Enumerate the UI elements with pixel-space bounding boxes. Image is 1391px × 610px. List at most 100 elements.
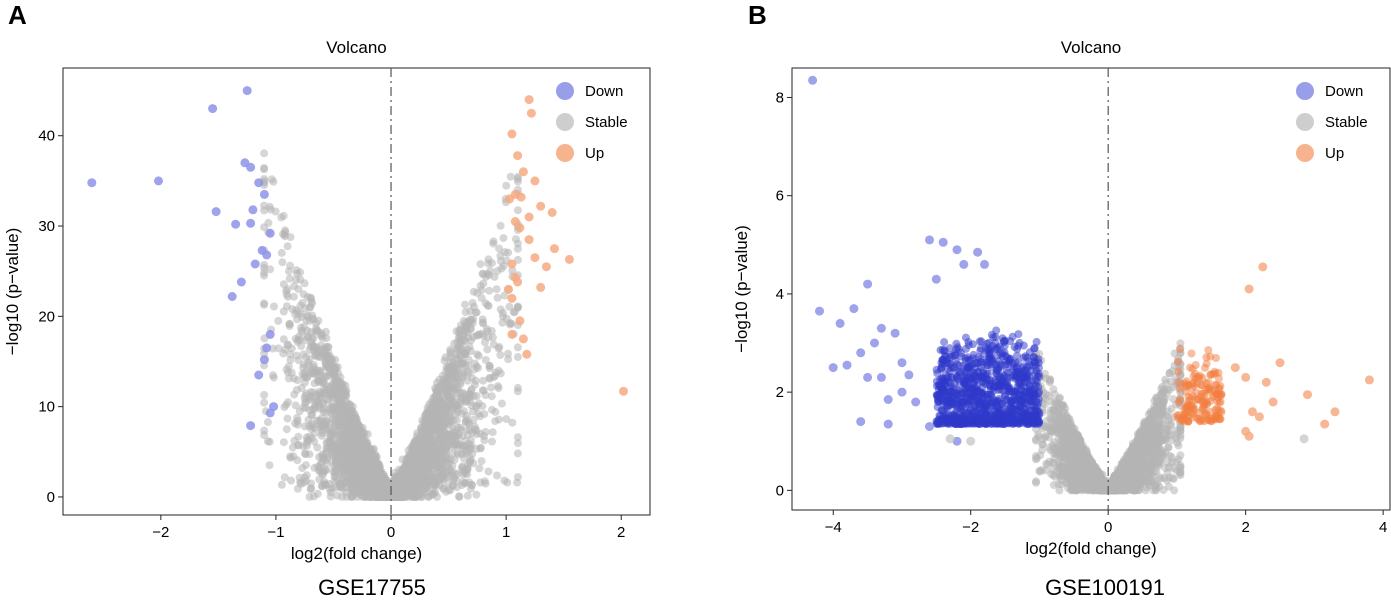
stable-point	[260, 268, 269, 277]
down-point	[231, 219, 241, 229]
stable-point	[274, 316, 283, 325]
stable-point	[464, 418, 473, 427]
stable-point	[282, 425, 291, 434]
stable-point	[279, 211, 288, 220]
stable-point	[498, 308, 507, 317]
stable-point	[357, 435, 366, 444]
stable-point	[286, 261, 295, 270]
up-point	[507, 129, 517, 139]
stable-point	[499, 234, 508, 243]
stable-point	[492, 285, 501, 294]
y-tick-label: 20	[38, 308, 55, 325]
stable-point	[480, 410, 489, 418]
stable-point	[301, 391, 310, 400]
stable-point	[286, 356, 295, 364]
x-tick-label: −2	[152, 524, 169, 541]
y-tick-label: 10	[38, 399, 55, 416]
stable-point	[472, 490, 481, 499]
y-axis-label: −log10 (p−value)	[3, 228, 22, 356]
stable-point	[476, 260, 485, 269]
stable-point	[292, 266, 301, 275]
stable-point	[439, 484, 448, 493]
stable-point	[506, 172, 515, 181]
stable-point	[331, 415, 340, 424]
stable-point	[493, 293, 502, 302]
up-point	[507, 329, 517, 339]
stable-point	[265, 437, 274, 446]
stable-point	[441, 452, 450, 461]
stable-point	[291, 419, 300, 428]
stable-point	[502, 181, 511, 190]
up-point	[507, 293, 517, 303]
down-point	[208, 104, 218, 114]
stable-point	[487, 259, 496, 268]
stable-point	[418, 432, 427, 441]
stable-point	[306, 303, 315, 312]
stable-point	[455, 492, 464, 501]
up-point	[518, 334, 528, 344]
stable-point	[453, 338, 462, 346]
stable-point	[466, 325, 475, 334]
stable-point	[320, 419, 329, 428]
stable-point	[313, 443, 322, 452]
stable-point	[371, 479, 380, 488]
x-tick-label: −1	[267, 524, 284, 541]
stable-point	[513, 353, 522, 361]
stable-point	[269, 371, 277, 380]
stable-point	[489, 239, 498, 248]
stable-point	[450, 456, 459, 465]
stable-point	[313, 326, 322, 335]
stable-point	[452, 476, 461, 485]
up-point	[513, 151, 523, 161]
stable-point	[335, 479, 344, 488]
stable-point	[423, 404, 432, 412]
stable-point	[484, 302, 493, 310]
stable-point	[323, 361, 332, 370]
down-point	[87, 178, 97, 188]
stable-point	[371, 452, 380, 461]
stable-point	[496, 369, 505, 378]
stable-point	[274, 344, 283, 353]
stable-point	[407, 470, 416, 479]
up-point	[513, 277, 523, 287]
stable-point	[347, 438, 356, 447]
stable-point	[467, 481, 476, 489]
stable-point	[478, 402, 487, 411]
stable-point	[338, 492, 346, 501]
stable-point	[266, 205, 275, 214]
stable-point	[345, 431, 354, 440]
stable-point	[331, 457, 340, 466]
stable-point	[461, 300, 469, 309]
stable-point	[332, 441, 341, 450]
stable-point	[488, 333, 497, 342]
stable-point	[260, 299, 269, 308]
up-point	[524, 212, 534, 222]
stable-point	[472, 362, 481, 371]
stable-point	[267, 175, 276, 184]
stable-point	[263, 418, 272, 427]
stable-point	[500, 476, 509, 485]
stable-point	[480, 477, 489, 486]
stable-point	[260, 149, 269, 158]
stable-point	[508, 266, 517, 275]
stable-point	[301, 422, 309, 431]
stable-point	[513, 177, 522, 186]
stable-point	[513, 303, 522, 312]
stable-point	[472, 426, 481, 435]
stable-point	[266, 265, 275, 274]
plot-frame	[62, 67, 651, 516]
stable-point	[265, 461, 274, 470]
stable-point	[331, 472, 340, 481]
stable-point	[485, 286, 494, 295]
legend-marker-down	[556, 82, 574, 100]
stable-point	[422, 411, 431, 419]
stable-point	[333, 377, 342, 386]
stable-point	[321, 466, 330, 475]
stable-point	[299, 350, 308, 359]
stable-point	[481, 356, 490, 364]
up-point	[541, 262, 551, 272]
stable-point	[474, 351, 483, 360]
stable-point	[288, 443, 297, 452]
stable-point	[406, 489, 415, 498]
